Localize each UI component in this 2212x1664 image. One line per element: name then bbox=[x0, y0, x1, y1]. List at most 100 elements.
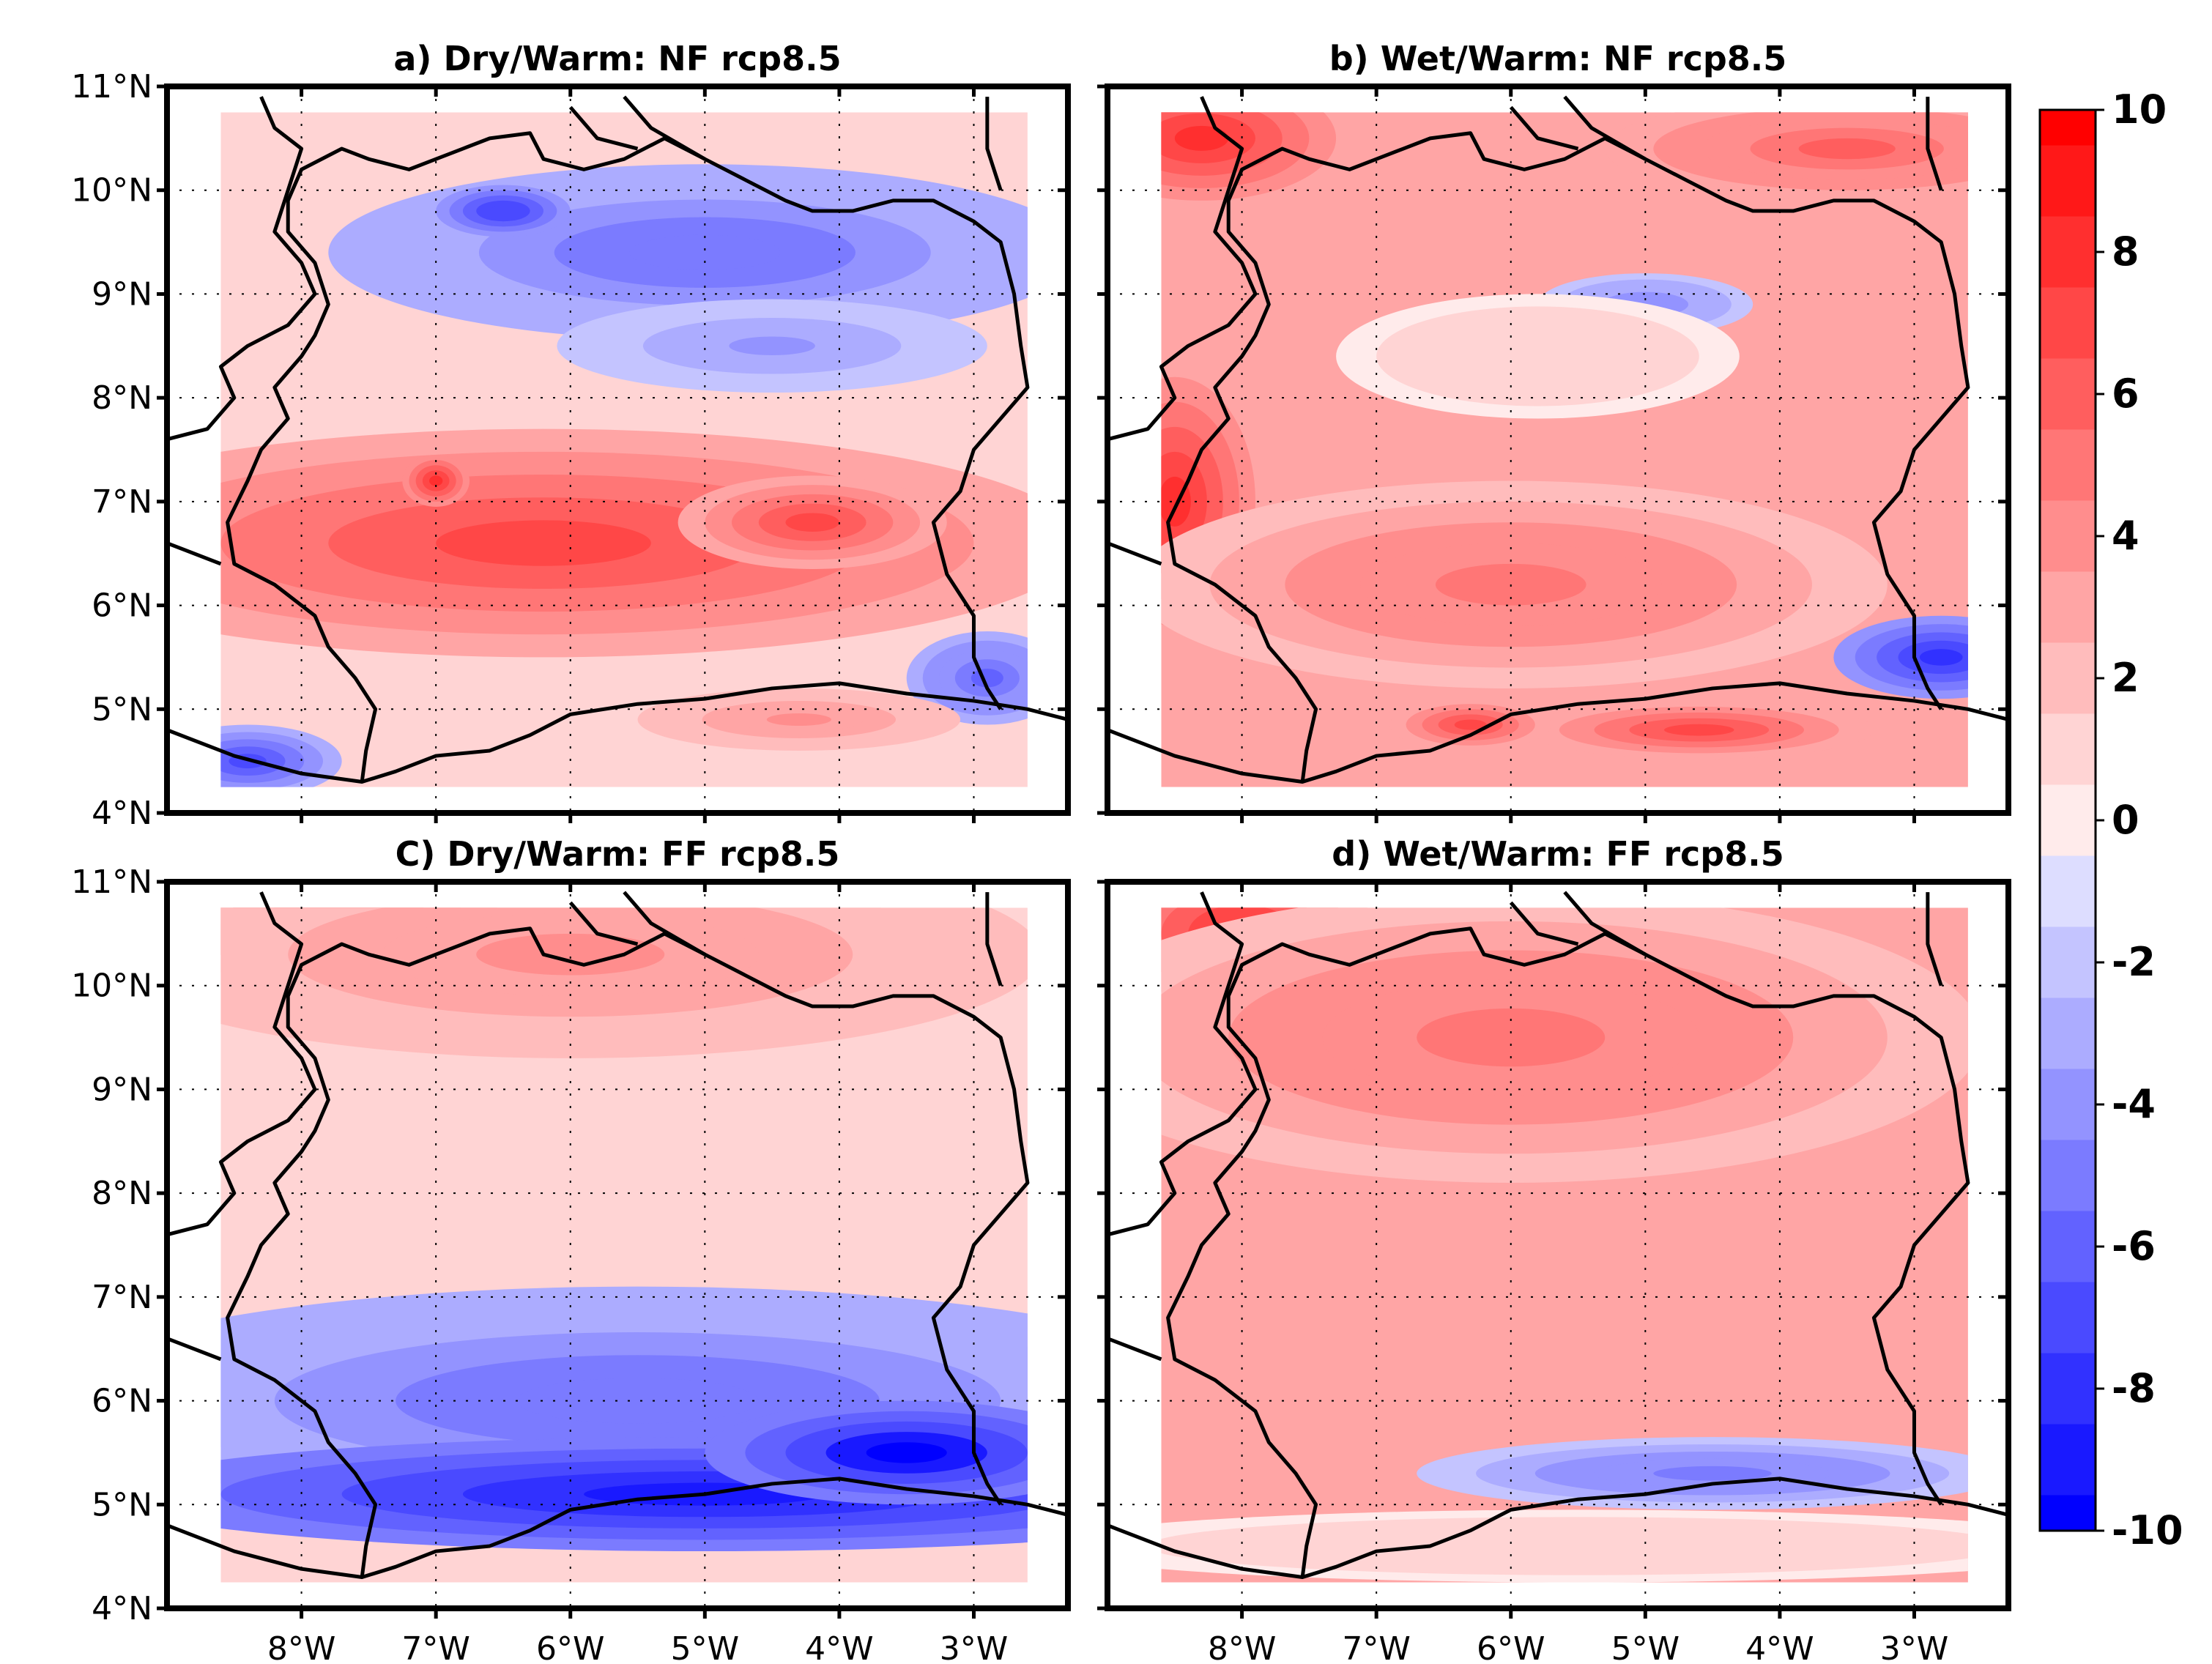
country-border bbox=[1166, 131, 1970, 782]
country-border bbox=[1926, 892, 1943, 987]
y-tick-label: 5°N bbox=[92, 1486, 152, 1523]
contour-band bbox=[785, 513, 839, 532]
country-border bbox=[166, 541, 222, 566]
contour-band bbox=[516, 1378, 759, 1424]
x-tick-label: 4°W bbox=[805, 1630, 874, 1664]
y-tick-label: 11°N bbox=[71, 68, 152, 105]
panel-title: b) Wet/Warm: NF rcp8.5 bbox=[1329, 39, 1787, 78]
panel-title: a) Dry/Warm: NF rcp8.5 bbox=[393, 39, 841, 78]
colorbar-segment bbox=[2040, 110, 2096, 146]
country-border bbox=[1563, 95, 1647, 161]
y-tick-label: 7°N bbox=[92, 483, 152, 521]
colorbar-segment bbox=[2040, 1389, 2096, 1425]
contour-band bbox=[866, 1442, 947, 1463]
contour-band bbox=[428, 475, 443, 486]
x-tick-label: 7°W bbox=[1342, 1630, 1411, 1664]
contour-band bbox=[1798, 138, 1896, 160]
contour-band bbox=[1664, 724, 1734, 736]
colorbar-segment bbox=[2040, 1495, 2096, 1531]
colorbar: 10 8 6 4 2 0 -2 -4 -6 -8 -10 bbox=[2038, 86, 2183, 1553]
colorbar-segment bbox=[2040, 216, 2096, 253]
x-tick-label: 5°W bbox=[1611, 1630, 1680, 1664]
colorbar-segment bbox=[2040, 500, 2096, 537]
country-border bbox=[1107, 1337, 1162, 1362]
colorbar-segment bbox=[2040, 642, 2096, 679]
country-border bbox=[1166, 926, 1970, 1578]
colorbar-tick-label: 2 bbox=[2112, 655, 2139, 701]
coastline bbox=[1107, 1477, 2009, 1579]
country-border bbox=[623, 95, 706, 161]
x-tick-label: 4°W bbox=[1745, 1630, 1814, 1664]
x-tick-label: 6°W bbox=[536, 1630, 605, 1664]
colorbar-segment bbox=[2040, 784, 2096, 821]
colorbar-segment bbox=[2040, 749, 2096, 786]
x-tick-label: 6°W bbox=[1477, 1630, 1545, 1664]
map-panel-d: 8°W 7°W 6°W 5°W 4°W 3°W d) Wet/Warm: FF rcp8.5 bbox=[1097, 834, 2011, 1664]
colorbar-segment bbox=[2040, 1424, 2096, 1460]
colorbar-tick-label: -8 bbox=[2112, 1365, 2156, 1411]
contour-band bbox=[1174, 125, 1229, 151]
y-tick-label: 6°N bbox=[92, 1383, 152, 1420]
contour-band bbox=[1470, 1539, 1686, 1553]
contour-band bbox=[476, 933, 665, 976]
colorbar-segment bbox=[2040, 358, 2096, 395]
colorbar-segment bbox=[2040, 181, 2096, 218]
country-border bbox=[568, 105, 639, 151]
contour-band bbox=[729, 336, 815, 356]
country-border bbox=[568, 901, 639, 946]
colorbar-segment bbox=[2040, 998, 2096, 1034]
colorbar-segment bbox=[2040, 855, 2096, 892]
country-border bbox=[226, 131, 1030, 782]
y-tick-label: 5°N bbox=[92, 691, 152, 728]
y-tick-label: 8°N bbox=[92, 1175, 152, 1212]
contour-band bbox=[1919, 649, 1963, 666]
x-tick-label: 5°W bbox=[671, 1630, 740, 1664]
colorbar-segment bbox=[2040, 820, 2096, 857]
contour-band bbox=[489, 205, 517, 217]
contour-field bbox=[220, 907, 1028, 1583]
contour-field bbox=[1161, 112, 1968, 787]
colorbar-segment bbox=[2040, 1247, 2096, 1283]
panel-title: d) Wet/Warm: FF rcp8.5 bbox=[1332, 834, 1784, 874]
country-border bbox=[623, 891, 706, 957]
colorbar-tick-label: 4 bbox=[2112, 513, 2139, 559]
country-border bbox=[1107, 541, 1162, 566]
colorbar-segment bbox=[2040, 962, 2096, 999]
coastline bbox=[166, 1477, 1069, 1579]
contour-band bbox=[629, 234, 781, 270]
colorbar-tick-label: -10 bbox=[2112, 1507, 2183, 1553]
colorbar-tick-label: 0 bbox=[2112, 797, 2139, 843]
colorbar-tick-label: -2 bbox=[2112, 939, 2156, 985]
colorbar-segment bbox=[2040, 252, 2096, 289]
colorbar-segment bbox=[2040, 713, 2096, 750]
colorbar-tick-label: 6 bbox=[2112, 371, 2139, 417]
y-tick-label: 10°N bbox=[71, 172, 152, 209]
country-border bbox=[1926, 97, 1943, 191]
colorbar-segment bbox=[2040, 465, 2096, 502]
country-border bbox=[985, 97, 1003, 191]
contour-band bbox=[1497, 343, 1578, 369]
contour-field bbox=[1161, 907, 1968, 1583]
y-tick-label: 9°N bbox=[92, 1071, 152, 1108]
x-tick-label: 7°W bbox=[401, 1630, 470, 1664]
map-panels: 11°N 10°N 9°N 8°N 7°N 6°N 5°N 4°N a) Dry/Warm: N… bbox=[71, 39, 2011, 1664]
map-panel-c: 11°N 10°N 9°N 8°N 7°N 6°N 5°N 4°N 8°W 7°W 6°W 5°W 4°… bbox=[71, 834, 1071, 1664]
colorbar-segment bbox=[2040, 1104, 2096, 1141]
colorbar-tick-label: -4 bbox=[2112, 1081, 2156, 1127]
colorbar-segment bbox=[2040, 607, 2096, 644]
colorbar-segment bbox=[2040, 1175, 2096, 1212]
y-tick-label: 7°N bbox=[92, 1279, 152, 1316]
y-tick-label: 8°N bbox=[92, 379, 152, 417]
coastline bbox=[1107, 681, 2009, 784]
y-tick-label: 11°N bbox=[71, 863, 152, 901]
colorbar-segment bbox=[2040, 926, 2096, 963]
contour-field bbox=[220, 112, 1028, 787]
map-panel-a: 11°N 10°N 9°N 8°N 7°N 6°N 5°N 4°N a) Dry/Warm: N… bbox=[71, 39, 1071, 832]
country-border bbox=[226, 926, 1030, 1578]
colorbar-segment bbox=[2040, 1033, 2096, 1070]
colorbar-segment bbox=[2040, 1318, 2096, 1354]
y-tick-label: 9°N bbox=[92, 275, 152, 313]
y-tick-label: 6°N bbox=[92, 587, 152, 625]
x-tick-label: 3°W bbox=[940, 1630, 1009, 1664]
